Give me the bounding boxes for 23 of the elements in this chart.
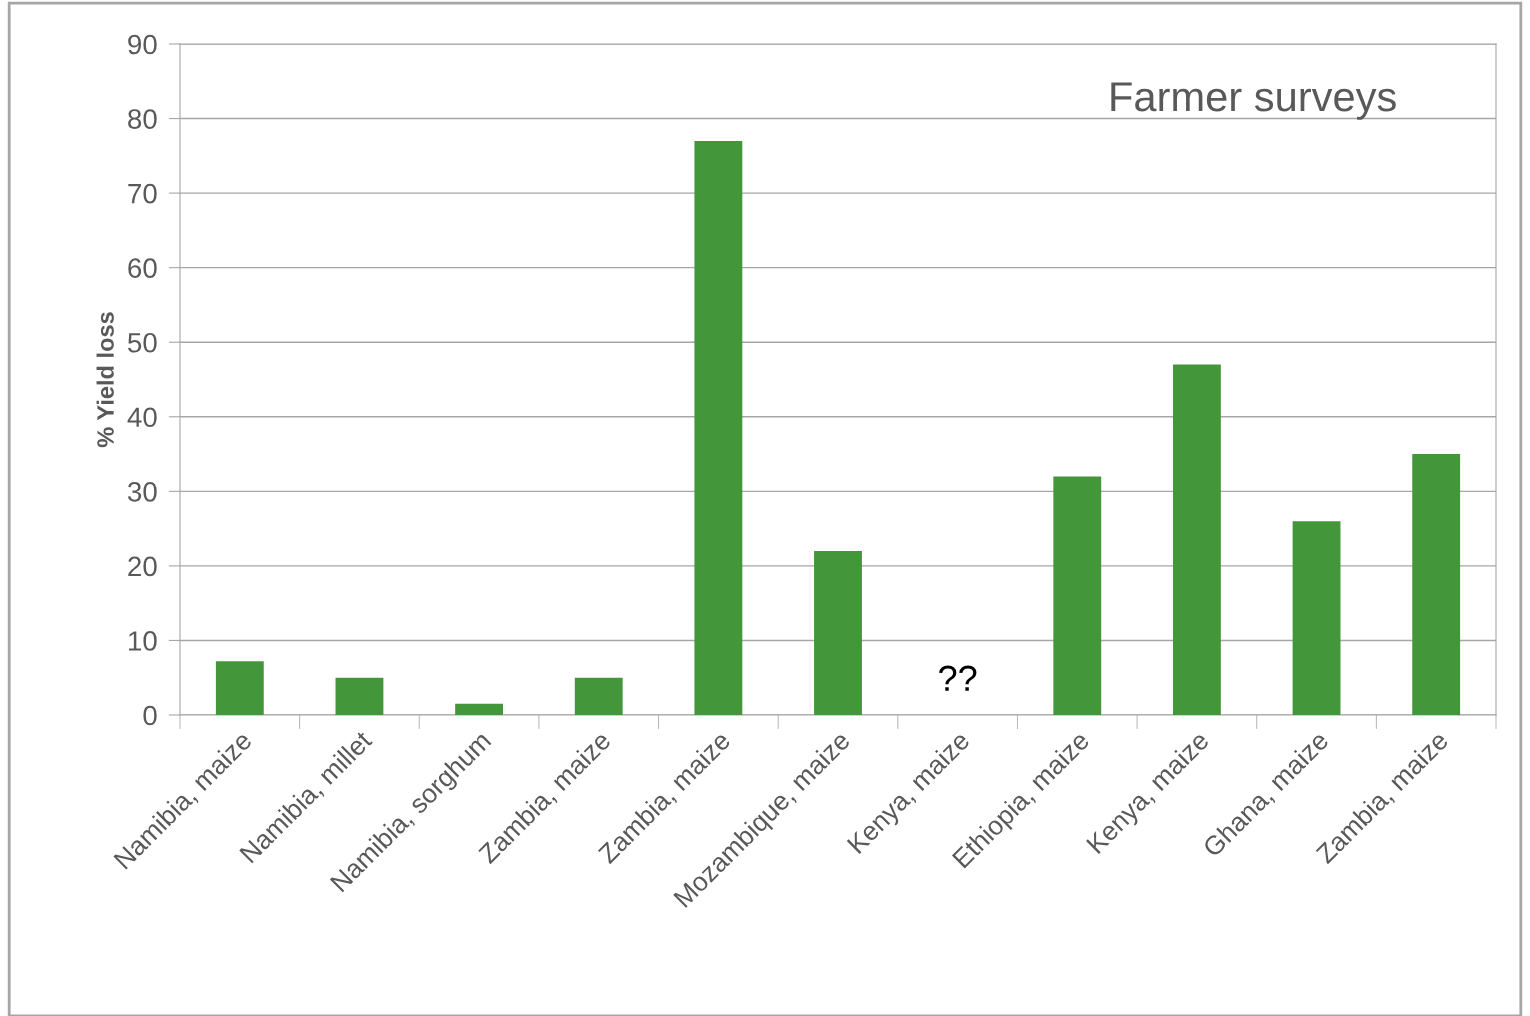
bar bbox=[574, 677, 623, 715]
bar bbox=[215, 661, 264, 715]
y-tick-label: 60 bbox=[128, 258, 157, 279]
y-tick-label: 80 bbox=[128, 109, 157, 129]
bar bbox=[1053, 476, 1102, 715]
bar bbox=[1292, 521, 1341, 715]
bar bbox=[1172, 364, 1221, 715]
y-tick-label: 70 bbox=[128, 183, 157, 204]
y-tick-label: 50 bbox=[127, 332, 157, 353]
y-tick-label: 20 bbox=[128, 556, 157, 577]
bar bbox=[335, 677, 384, 715]
y-tick-label: 10 bbox=[129, 631, 157, 651]
bar bbox=[814, 550, 862, 715]
annotation: ?? bbox=[939, 665, 977, 691]
y-tick-label: 40 bbox=[127, 407, 157, 428]
bar bbox=[455, 703, 504, 715]
bar bbox=[694, 140, 743, 715]
y-tick-label: 0 bbox=[143, 705, 157, 726]
y-tick-label: 30 bbox=[127, 482, 157, 502]
text: Farmer surveys bbox=[1111, 82, 1396, 120]
bar bbox=[1412, 454, 1461, 715]
y-axis-title: % Yield loss bbox=[96, 312, 114, 448]
y-tick-label: 90 bbox=[128, 34, 157, 55]
